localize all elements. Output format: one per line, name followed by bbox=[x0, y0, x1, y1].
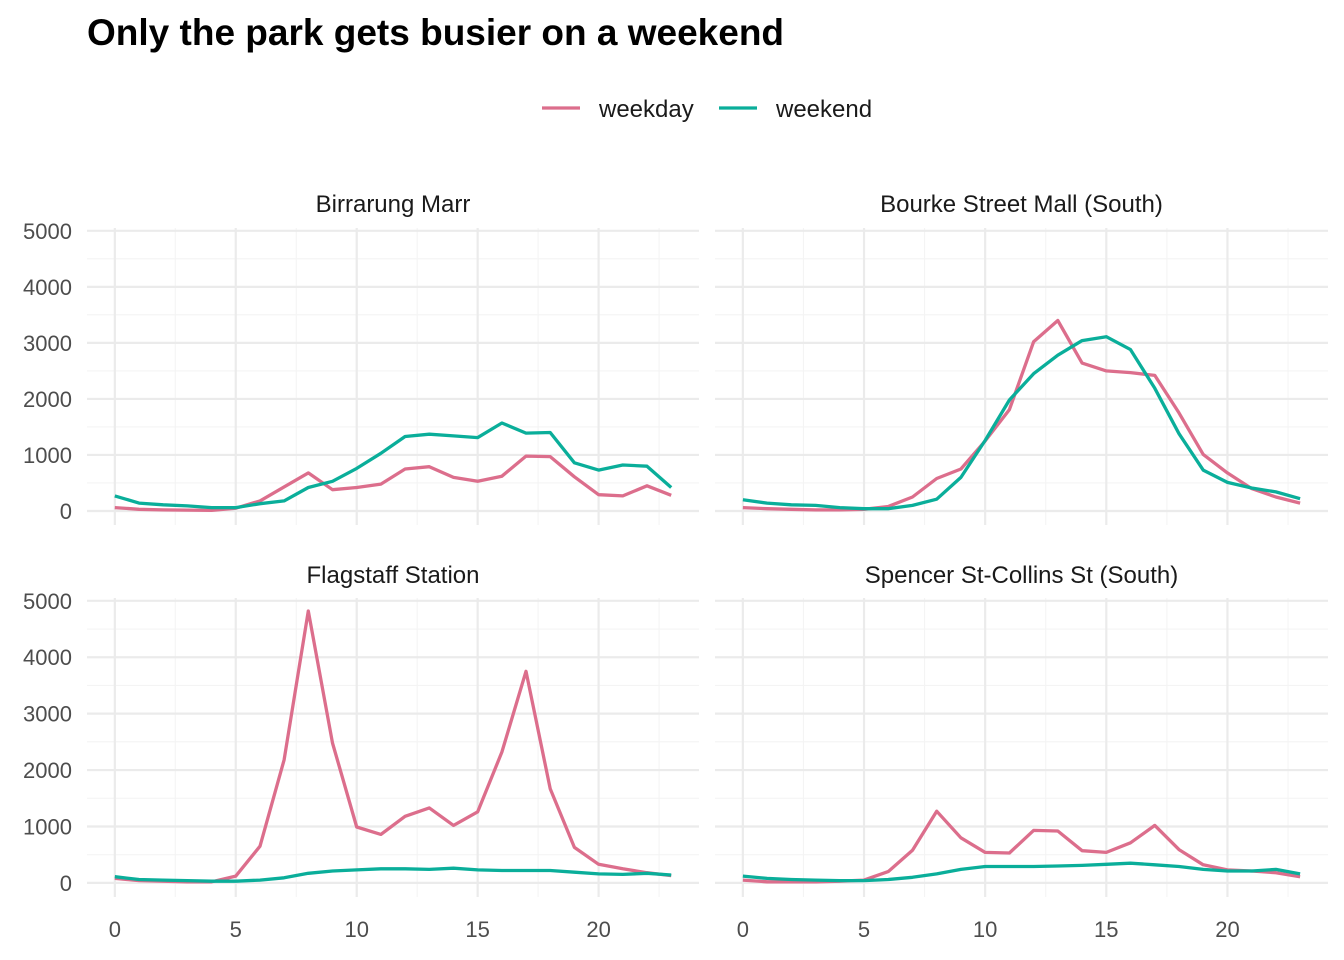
panel-4: Spencer St-Collins St (South) 0 5 10 15 20 bbox=[715, 562, 1328, 942]
y-tick-label: 3000 bbox=[23, 331, 72, 356]
facet-panels: Birrarung Marr010002000300040005000Bourk… bbox=[23, 191, 1328, 942]
series-line-weekday bbox=[114, 454, 672, 513]
panel-1: Birrarung Marr 0 1000 2000 3000 4000 5000 bbox=[23, 191, 699, 525]
y-tick-label: 1000 bbox=[23, 443, 72, 468]
y-tick-label: 2000 bbox=[23, 758, 72, 783]
series-line-weekend bbox=[114, 866, 672, 883]
y-tick-label: 5000 bbox=[23, 219, 72, 244]
facet-label: Bourke Street Mall (South) bbox=[880, 191, 1163, 218]
series-line-weekday bbox=[114, 609, 672, 884]
y-tick-label: 1000 bbox=[23, 814, 72, 839]
x-tick-label: 5 bbox=[858, 917, 870, 942]
legend-label-weekday: weekday bbox=[598, 96, 694, 123]
x-tick-label: 15 bbox=[1094, 917, 1118, 942]
x-tick-label: 20 bbox=[1215, 917, 1239, 942]
legend-label-weekend: weekend bbox=[775, 96, 872, 123]
y-tick-label: 4000 bbox=[23, 275, 72, 300]
legend: weekday weekend bbox=[542, 96, 872, 123]
series-line-weekend bbox=[742, 861, 1301, 883]
x-tick-label: 15 bbox=[465, 917, 489, 942]
panel-2: Bourke Street Mall (South) bbox=[715, 191, 1328, 525]
facet-label: Flagstaff Station bbox=[307, 562, 480, 589]
x-tick-label: 10 bbox=[973, 917, 997, 942]
series-line-weekday bbox=[742, 318, 1301, 512]
x-tick-label: 10 bbox=[344, 917, 368, 942]
panel-3: Flagstaff Station 0 1000 2000 3000 4000 5000 0 5… bbox=[23, 562, 699, 942]
series-line-weekend bbox=[114, 421, 673, 510]
y-tick-label: 2000 bbox=[23, 387, 72, 412]
chart-title: Only the park gets busier on a weekend bbox=[87, 12, 784, 53]
series-line-weekend bbox=[742, 335, 1301, 511]
y-tick-label: 3000 bbox=[23, 702, 72, 727]
y-tick-label: 0 bbox=[60, 871, 72, 896]
facet-label: Birrarung Marr bbox=[316, 191, 471, 218]
y-tick-label: 0 bbox=[60, 499, 72, 524]
y-tick-label: 5000 bbox=[23, 589, 72, 614]
x-tick-label: 5 bbox=[230, 917, 242, 942]
x-tick-label: 20 bbox=[586, 917, 610, 942]
facet-label: Spencer St-Collins St (South) bbox=[865, 562, 1178, 589]
x-tick-label: 0 bbox=[109, 917, 121, 942]
x-tick-label: 0 bbox=[737, 917, 749, 942]
y-tick-label: 4000 bbox=[23, 645, 72, 670]
